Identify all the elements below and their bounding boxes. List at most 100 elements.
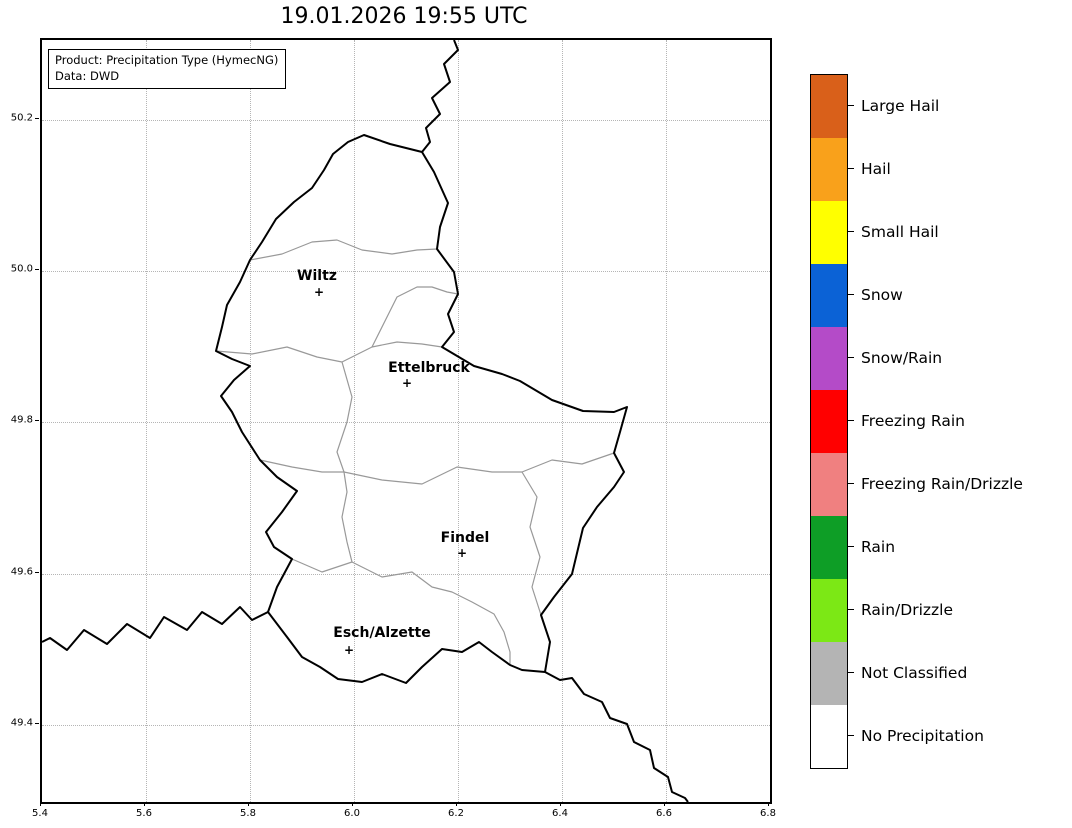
legend-item: Large Hail [848,74,1023,137]
legend-item: Freezing Rain [848,389,1023,452]
legend-swatch [811,75,847,138]
x-axis-tick [768,802,769,806]
legend-tick [848,231,854,232]
city-label-esch-alzette: Esch/Alzette [333,625,431,641]
gridline-horizontal [42,725,770,726]
gridline-horizontal [42,574,770,575]
legend-labels: Large Hail Hail Small Hail Snow Snow/Rai… [848,74,1023,769]
legend-swatch [811,201,847,264]
legend-item: No Precipitation [848,704,1023,767]
gridline-vertical [354,40,355,802]
data-source-label: Data: DWD [55,68,120,83]
city-label-findel: Findel [440,530,490,546]
x-tick-label: 6.8 [760,808,776,819]
y-tick-label: 50.2 [10,112,33,124]
y-tick-label: 49.8 [10,414,33,426]
country-borders [42,40,689,802]
legend-swatch [811,642,847,705]
x-axis-tick [664,802,665,806]
y-tick-label: 50.0 [10,263,33,275]
legend-item-label: Not Classified [861,663,968,682]
legend-tick [848,609,854,610]
legend-swatch [811,453,847,516]
legend-tick [848,420,854,421]
legend-swatch [811,516,847,579]
map-title: 19.01.2026 19:55 UTC [280,4,528,29]
legend-tick [848,735,854,736]
y-axis-tick [35,723,39,724]
y-axis-tick [35,572,39,573]
legend-tick [848,105,854,106]
y-axis-tick [35,420,39,421]
legend-item-label: Rain [861,537,896,556]
legend-item: Rain [848,515,1023,578]
x-axis-tick [560,802,561,806]
city-label-ettelbruck: Ettelbruck [388,360,470,376]
x-tick-label: 6.4 [552,808,568,819]
x-tick-label: 6.6 [656,808,672,819]
y-tick-label: 49.4 [10,717,33,729]
legend-item-label: Large Hail [861,96,940,115]
legend-item-label: Small Hail [861,222,939,241]
legend-tick [848,357,854,358]
city-marker-esch-alzette: + [343,643,355,657]
legend-item-label: Snow [861,285,903,304]
x-tick-label: 5.6 [136,808,152,819]
x-tick-label: 6.2 [448,808,464,819]
legend-tick [848,546,854,547]
precipitation-type-legend: Large Hail Hail Small Hail Snow Snow/Rai… [810,74,1023,769]
x-axis-tick [352,802,353,806]
legend-tick [848,672,854,673]
legend-tick [848,168,854,169]
gridline-vertical [562,40,563,802]
legend-item-label: Snow/Rain [861,348,943,367]
gridline-horizontal [42,422,770,423]
gridline-vertical [666,40,667,802]
legend-item: Freezing Rain/Drizzle [848,452,1023,515]
gridline-vertical [458,40,459,802]
legend-item: Snow/Rain [848,326,1023,389]
x-tick-label: 5.4 [32,808,48,819]
x-axis-tick [144,802,145,806]
city-marker-wiltz: + [313,285,325,299]
gridline-horizontal [42,271,770,272]
legend-item: Hail [848,137,1023,200]
x-axis-tick [40,802,41,806]
legend-item-label: Freezing Rain [861,411,965,430]
x-axis-tick [456,802,457,806]
product-info-box: Product: Precipitation Type (HymecNG) Da… [48,49,287,90]
legend-swatch [811,705,847,768]
gridline-vertical [146,40,147,802]
legend-swatch [811,390,847,453]
legend-swatch [811,138,847,201]
x-axis-tick [248,802,249,806]
city-marker-findel: + [456,546,468,560]
legend-swatch [811,579,847,642]
legend-item: Small Hail [848,200,1023,263]
x-tick-label: 6.0 [344,808,360,819]
gridline-vertical [250,40,251,802]
legend-item: Rain/Drizzle [848,578,1023,641]
y-axis-tick [35,118,39,119]
legend-item-label: Hail [861,159,891,178]
legend-swatch [811,327,847,390]
legend-colorbar [810,74,848,769]
legend-item-label: No Precipitation [861,726,984,745]
city-label-wiltz: Wiltz [297,268,337,284]
legend-tick [848,294,854,295]
x-tick-label: 5.8 [240,808,256,819]
map-plot-area: Product: Precipitation Type (HymecNG) Da… [40,38,772,804]
legend-tick [848,483,854,484]
y-axis-tick [35,269,39,270]
city-marker-ettelbruck: + [401,376,413,390]
legend-swatch [811,264,847,327]
legend-item: Snow [848,263,1023,326]
gridline-horizontal [42,120,770,121]
legend-item: Not Classified [848,641,1023,704]
district-borders [215,239,615,665]
y-tick-label: 49.6 [10,566,33,578]
legend-item-label: Freezing Rain/Drizzle [861,474,1023,493]
legend-item-label: Rain/Drizzle [861,600,954,619]
product-label: Product: Precipitation Type (HymecNG) [55,53,279,67]
